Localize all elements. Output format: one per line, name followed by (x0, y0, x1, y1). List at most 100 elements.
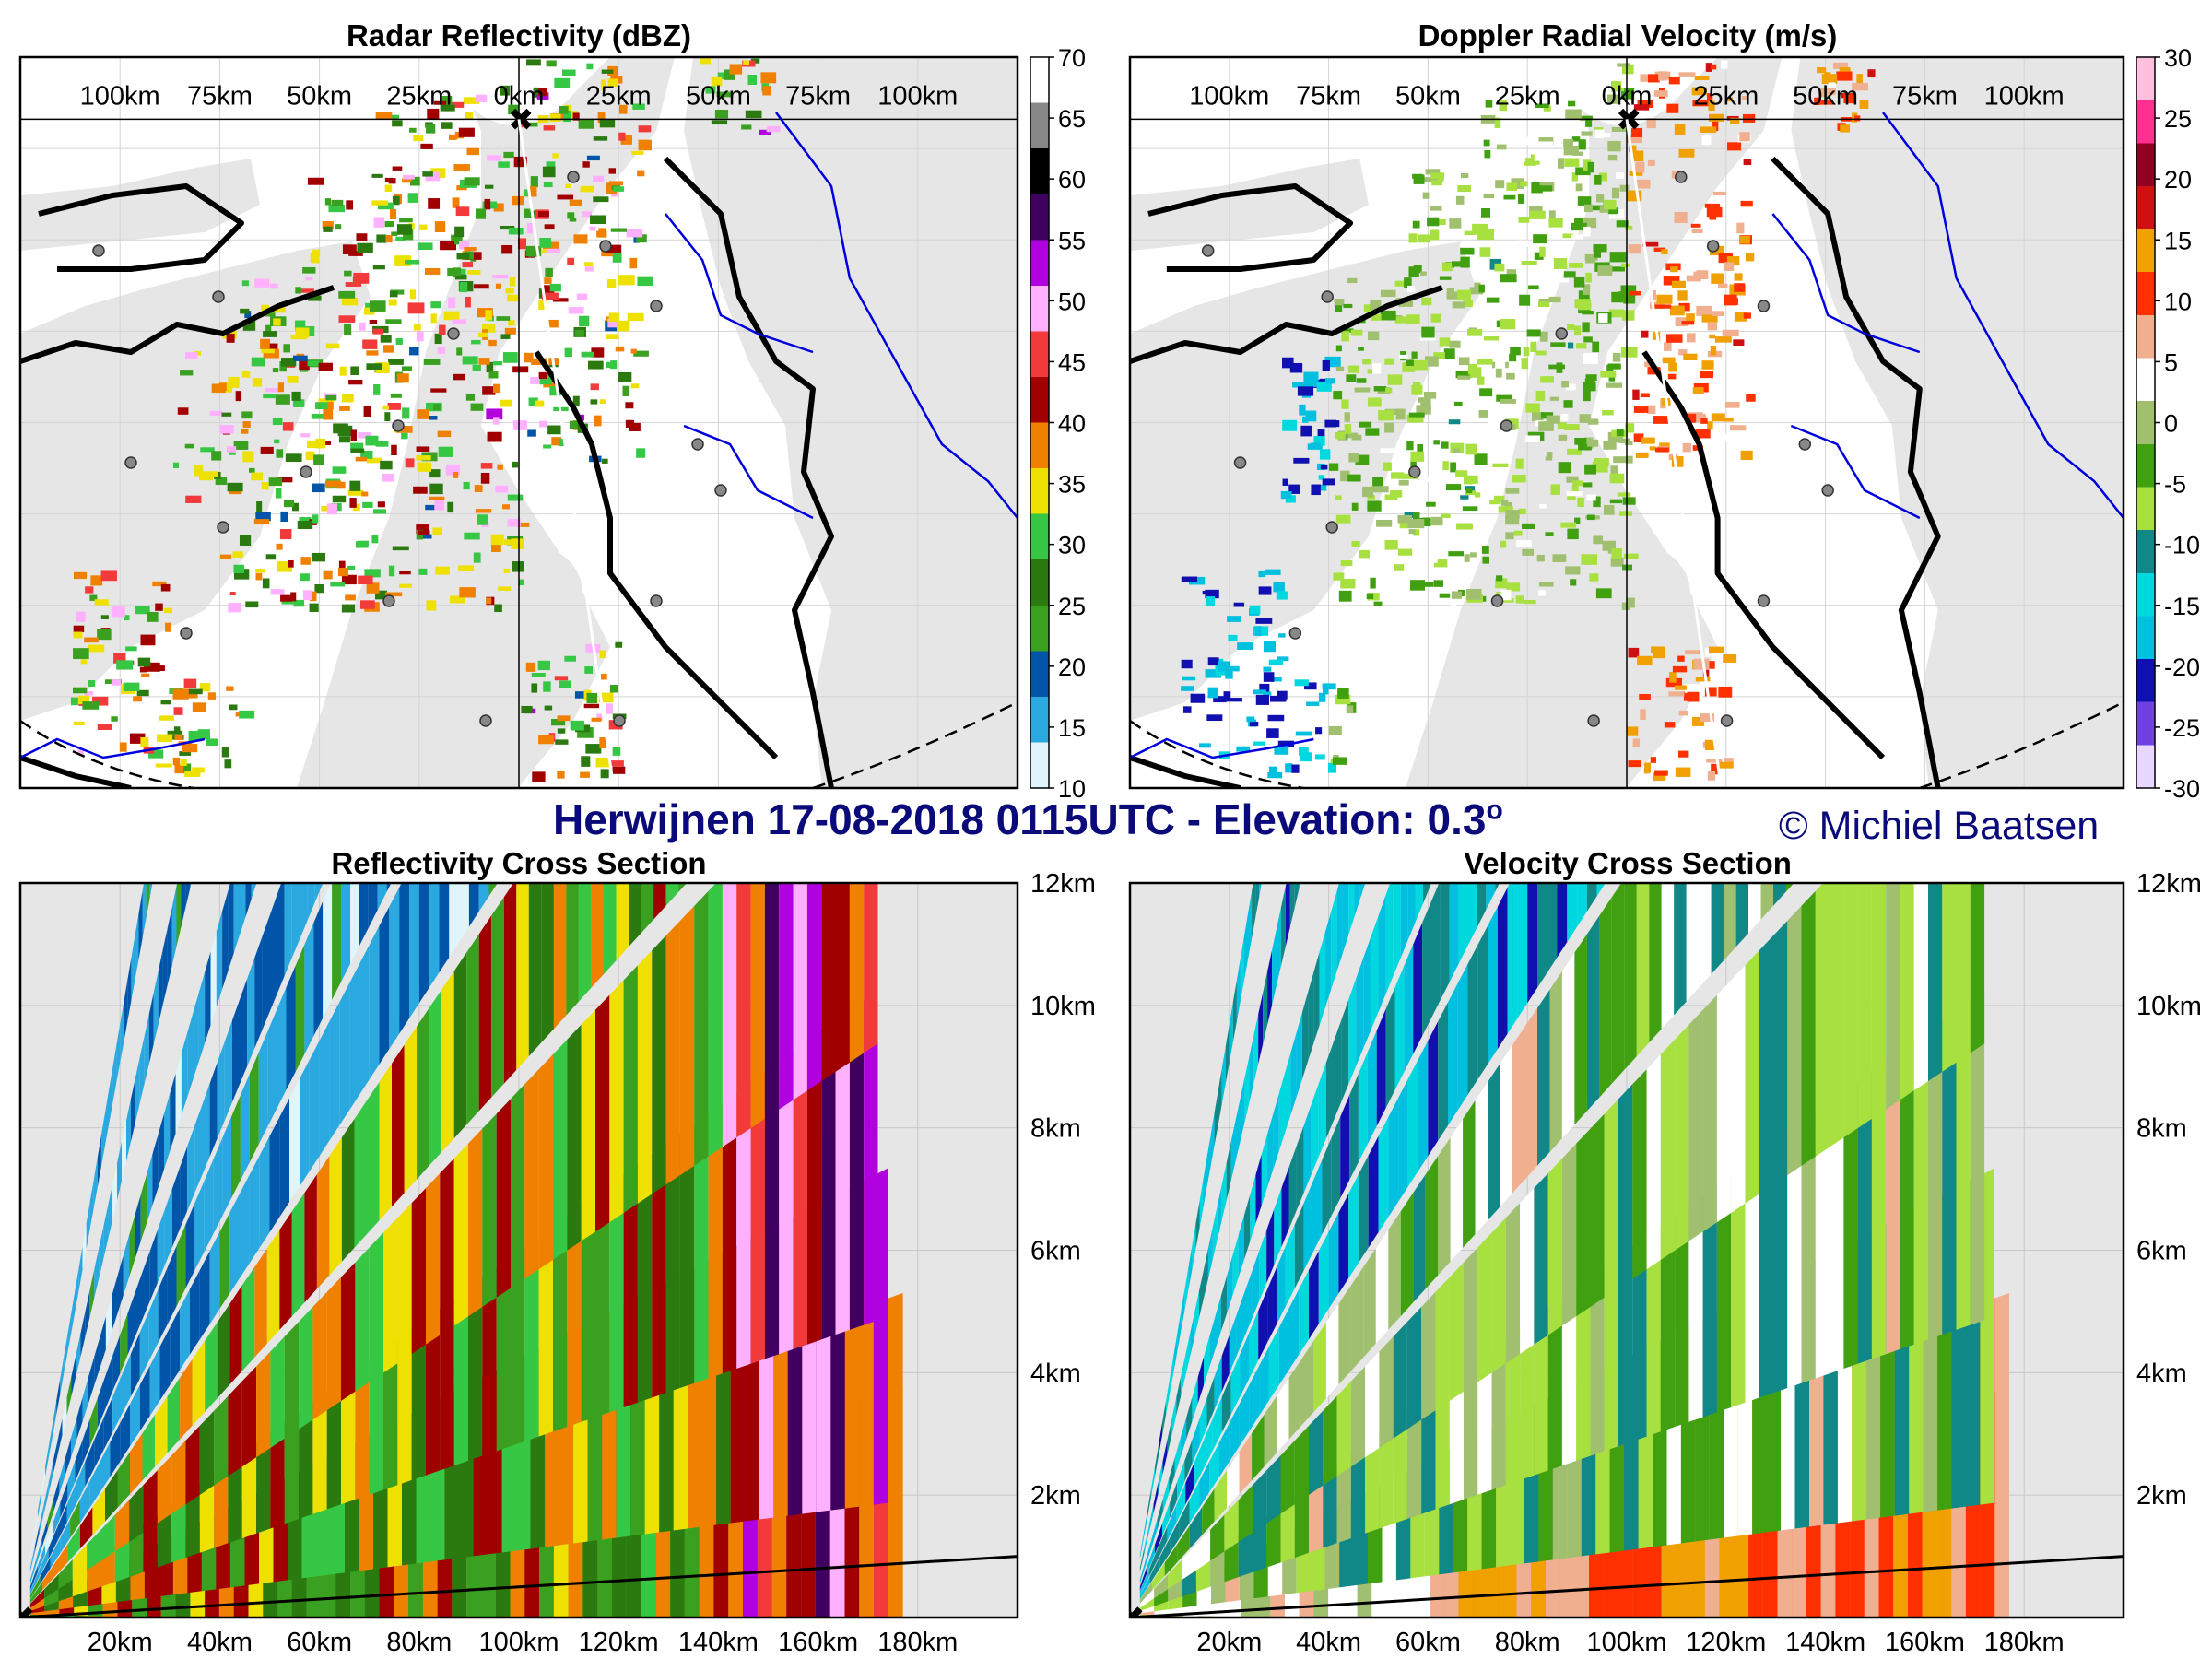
beam-segment (1336, 1381, 1351, 1477)
echo-cell (255, 512, 271, 522)
beam-segment (1169, 1594, 1183, 1616)
echo-cell (287, 375, 299, 383)
echo-cell (1654, 447, 1669, 453)
echo-cell (1303, 371, 1319, 383)
echo-cell (1734, 312, 1747, 322)
velocity-xsec-frame (1128, 881, 2125, 1619)
beam-segment (1586, 513, 1595, 712)
beam-segment (352, 665, 359, 814)
beam-segment (122, 1120, 126, 1182)
beam-segment (411, 1319, 426, 1480)
beam-segment (469, 535, 478, 729)
beam-segment (626, 1388, 641, 1618)
echo-cell (395, 338, 403, 345)
beam-segment (1458, 1525, 1474, 1618)
echo-cell (1495, 578, 1508, 589)
beam-segment (269, 1117, 280, 1233)
river (683, 424, 814, 520)
echo-cell (1259, 683, 1270, 694)
echo-cell (1582, 322, 1590, 333)
beam-segment (1195, 1529, 1211, 1571)
beam-segment (109, 1068, 113, 1125)
beam-segment (105, 1470, 118, 1522)
city-marker (1325, 521, 1338, 534)
beam-segment (1139, 1576, 1150, 1600)
echo-cell (1583, 336, 1593, 343)
echo-cell (1344, 424, 1352, 434)
echo-cell (1480, 207, 1491, 218)
echo-cell (1465, 490, 1477, 496)
beam-segment (1236, 1293, 1244, 1356)
beam-segment (1668, 320, 1677, 549)
beam-segment (728, 1351, 743, 1618)
echo-cell (1538, 590, 1547, 596)
echo-cell (371, 535, 379, 544)
beam-segment (1561, 1288, 1577, 1466)
beam-segment (1241, 1568, 1256, 1618)
city-marker (1321, 290, 1334, 303)
echo-cell (1692, 716, 1705, 726)
echo-cell (545, 267, 553, 277)
echo-cell (1423, 177, 1439, 182)
echo-cell (1540, 376, 1554, 383)
beam-segment (64, 1334, 68, 1373)
beam-segment (1154, 1604, 1170, 1618)
beam-segment (637, 1154, 653, 1403)
echo-cell (586, 692, 598, 704)
beam-segment (1328, 1536, 1343, 1618)
beam-segment (1154, 1594, 1169, 1612)
beam-segment (1301, 1340, 1314, 1426)
echo-cell (172, 757, 181, 766)
echo-cell (1182, 576, 1198, 582)
echo-cell (339, 366, 347, 376)
velocity-map-grid (1130, 57, 2124, 788)
beam-segment (1280, 1493, 1295, 1563)
beam-segment (1605, 470, 1614, 676)
beam-segment (1221, 1046, 1226, 1104)
echo-cell (539, 373, 553, 385)
beam-segment (1435, 1277, 1450, 1411)
beam-segment (180, 1288, 190, 1371)
echo-cell (1400, 351, 1406, 361)
echo-cell (517, 120, 527, 128)
beam-segment (560, 320, 570, 549)
echo-cell (73, 631, 83, 639)
echo-cell (1607, 431, 1624, 443)
echo-cell (409, 127, 417, 133)
beam-segment (82, 1418, 90, 1465)
beam-segment (1311, 1083, 1319, 1175)
beam-segment (1214, 1470, 1228, 1522)
beam-segment (1595, 1366, 1610, 1555)
beam-segment (87, 1529, 101, 1571)
beam-segment (1240, 1077, 1245, 1142)
beam-segment (764, 1061, 780, 1359)
echo-cell (1626, 597, 1635, 608)
echo-cell (1668, 453, 1678, 461)
beam-segment (355, 1359, 370, 1500)
beam-segment (148, 993, 154, 1065)
beam-segment (314, 883, 323, 904)
beam-segment (89, 1269, 95, 1318)
echo-cell (1380, 289, 1396, 298)
echo-cell (263, 394, 276, 399)
echo-cell (345, 594, 356, 601)
beam-segment (1488, 1518, 1502, 1618)
echo-cell (385, 592, 403, 597)
echo-cell (1300, 425, 1312, 437)
echo-cell (1589, 573, 1599, 582)
beam-segment (157, 1504, 172, 1568)
beam-segment (1220, 1276, 1228, 1332)
echo-cell (1636, 182, 1650, 188)
echo-cell (339, 406, 350, 411)
echo-cell (1362, 359, 1372, 365)
beam-segment (1238, 1485, 1253, 1543)
echo-cell (1500, 598, 1514, 603)
echo-cell (384, 220, 394, 228)
echo-cell (226, 334, 235, 343)
echo-cell (1462, 506, 1478, 512)
beam-segment (383, 1339, 398, 1490)
beam-segment (1709, 1308, 1724, 1540)
echo-cell (1500, 589, 1512, 601)
echo-cell (1702, 669, 1710, 677)
beam-segment (1164, 1544, 1178, 1577)
